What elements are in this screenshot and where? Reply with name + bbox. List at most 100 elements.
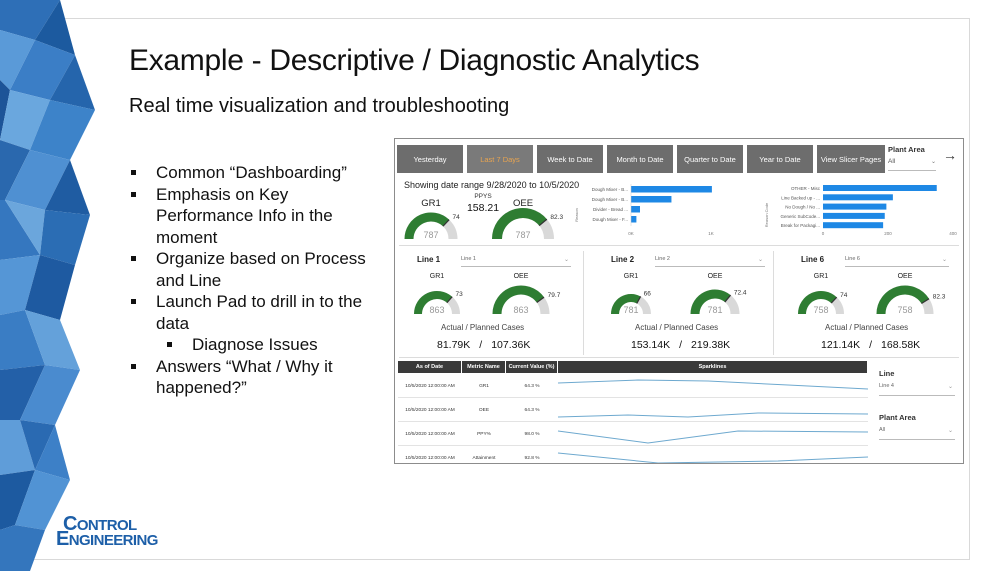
line-gr1-gauge-fill [798,291,837,315]
bullet-text: Common “Dashboarding” [156,163,347,182]
line-oee-gauge-target [921,298,930,305]
metrics-cell-name: Attainment [462,447,506,463]
bullet-text: Organize based on Process and Line [156,249,366,290]
metrics-cell-name: GR1 [462,375,506,398]
line-select-dropdown[interactable]: Line 2 ⌄ [655,256,765,267]
cases-label: Actual / Planned Cases [635,323,719,332]
divider [399,245,959,246]
bar-right-bar [823,203,887,210]
bar-left-axis-label: Reason [574,208,579,222]
metrics-header[interactable]: Current Value (%) [506,361,557,373]
logo-line-2: ENGINEERING [56,528,158,551]
nav-button-month-to-date[interactable]: Month to Date [607,145,673,173]
bar-right-category: Line Backed up - ... [781,195,820,200]
metrics-header[interactable]: Sparklines [558,361,867,373]
summary-oee-gauge-target [538,218,548,227]
metrics-cell-value: 92.8 % [506,447,558,463]
sparkline-cell [558,423,868,446]
slide-title: Example - Descriptive / Diagnostic Analy… [129,44,700,77]
logo-rest: ONTROL [76,517,137,534]
bar-left-tick: 0K [628,231,634,236]
bar-right-category: No Dough / No ... [785,205,820,210]
metrics-cell-name: PPY% [462,423,506,446]
summary-oee-gauge-value: 82.3 [550,214,563,221]
line-select-dropdown[interactable]: Line 6 ⌄ [845,256,949,267]
nav-button-view-slicer-pages[interactable]: View Slicer Pages [817,145,885,173]
plant-area-dropdown[interactable]: All ⌄ [888,158,936,171]
bar-left-bar [631,216,637,223]
sparkline-cell [558,399,868,422]
bar-right-tick: 200 [884,231,892,236]
line-oee-gauge-center-value: 863 [513,305,528,315]
cases-separator: / [679,339,683,351]
nav-button-quarter-to-date[interactable]: Quarter to Date [677,145,743,173]
sparkline-cell [558,447,868,463]
bullet-item: Answers “What / Why it happened?” [129,356,387,399]
line-oee-gauge-target [724,294,732,303]
summary-oee-gauge-fill [492,208,547,240]
bar-right-category: Generic SubCode... [780,214,820,219]
bullet-item: Launch Pad to drill in to the data [129,291,387,334]
line-oee-label: OEE [708,273,723,280]
sparkline [557,412,869,418]
line-panel-title: Line 2 [611,255,635,264]
summary-visuals: GR1 74 787 PPYS 158.21 OEE 82.3 787 Reason Dough … [404,184,957,463]
cases-separator: / [479,339,483,351]
actual-cases: 81.79K [437,339,471,351]
slide-subtitle: Real time visualization and troubleshoot… [129,95,510,117]
line-gr1-gauge-center-value: 863 [429,305,444,315]
bar-right-bar [823,222,884,229]
divider [773,251,774,355]
metrics-cell-date: 10/5/2020 12:00:00 AM [398,423,462,446]
divider [583,251,584,355]
bar-left-bar [631,186,712,193]
line-gr1-gauge-target [446,296,453,304]
cases-label: Actual / Planned Cases [825,323,909,332]
bullet-text: Emphasis on Key Performance Info in the … [156,184,333,247]
chevron-down-icon: ⌄ [563,257,569,263]
line-select-dropdown[interactable]: Line 1 ⌄ [461,256,571,267]
bar-left-category: Dough Mixer - B... [592,197,628,202]
line-filter-value: Line 4 [879,383,894,389]
dashboard-panel: Yesterday Last 7 Days Week to Date Month to… [394,138,964,464]
line-oee-gauge-center-value: 781 [707,305,722,315]
bullet-text: Answers “What / Why it happened?” [156,356,333,398]
sparkline [557,430,869,444]
line-filter-dropdown[interactable]: Line 4 ⌄ [879,383,955,396]
plant-area-filter-label: Plant Area [879,413,916,422]
nav-button-year-to-date[interactable]: Year to Date [747,145,813,173]
logo-rest: NGINEERING [68,532,159,549]
nav-button-yesterday[interactable]: Yesterday [397,145,463,173]
line-panel-title: Line 6 [801,255,825,264]
bullet-marker [131,363,136,369]
line-gr1-gauge-value: 73 [456,291,464,298]
metrics-header[interactable]: Metric Name [462,361,505,373]
bar-left-bar [631,206,640,213]
divider [399,357,959,358]
line-panel-title: Line 1 [417,255,441,264]
metrics-header[interactable]: As of Date [398,361,461,373]
bar-right-tick: 400 [949,231,957,236]
bullet-marker [167,342,172,347]
metrics-cell-date: 10/5/2020 12:00:00 AM [398,375,462,398]
arrow-right-icon[interactable]: → [943,147,957,163]
chevron-down-icon: ⌄ [930,159,936,165]
bullet-item: Common “Dashboarding” [129,162,387,184]
metrics-cell-value: 64.3 % [506,399,558,422]
bar-left-category: Dough Mixer - F... [592,217,628,222]
line-gr1-label: GR1 [624,273,639,280]
bar-left-category: Divider - Bread ... [593,207,628,212]
bullet-marker [131,170,136,175]
bullet-list: Common “Dashboarding” Emphasis on Key Per… [129,162,387,399]
sub-bullet-item: Diagnose Issues [129,334,387,356]
plant-area-filter-dropdown[interactable]: All ⌄ [879,427,955,440]
line-oee-gauge-center-value: 758 [897,305,912,315]
nav-button-last-7-days[interactable]: Last 7 Days [467,145,533,173]
nav-button-week-to-date[interactable]: Week to Date [537,145,603,173]
line-oee-gauge-fill [690,289,731,315]
line-oee-label: OEE [514,273,529,280]
chevron-down-icon: ⌄ [757,257,763,263]
chevron-down-icon: ⌄ [947,428,953,434]
bar-left-tick: 1K [708,231,714,236]
